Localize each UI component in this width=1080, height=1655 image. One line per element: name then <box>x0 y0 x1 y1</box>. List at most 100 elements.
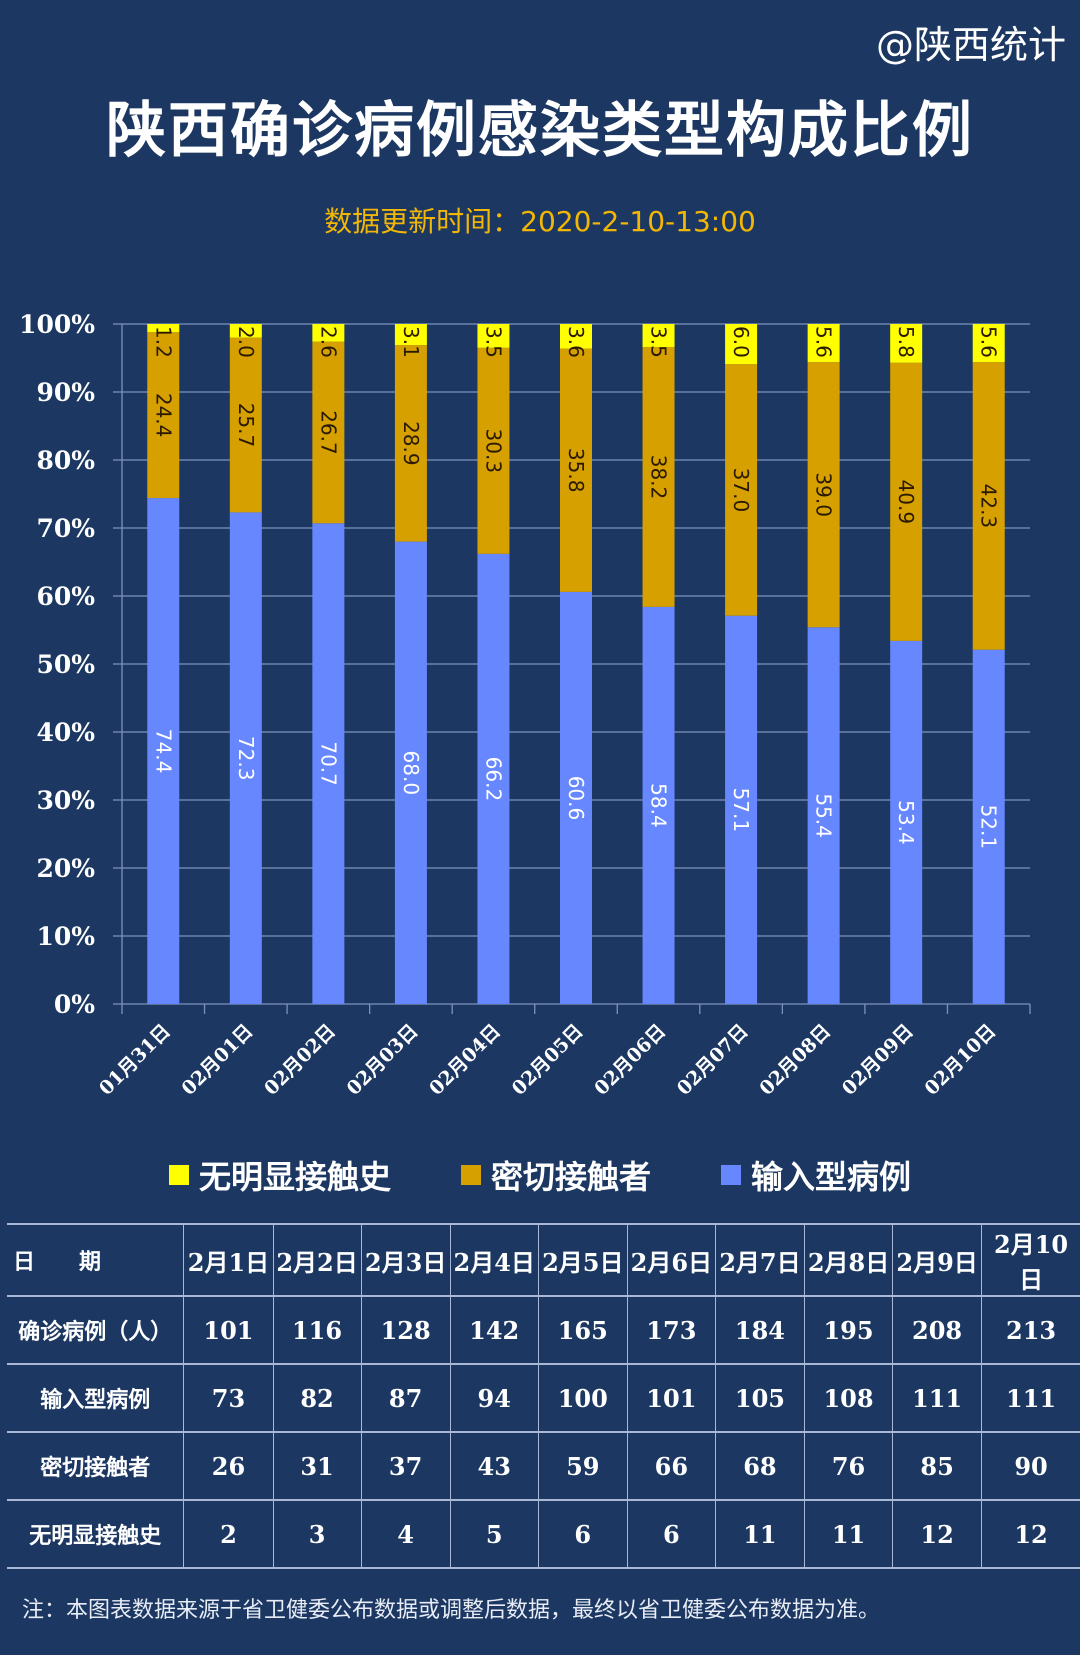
bar-segment <box>725 615 758 1004</box>
legend-swatch <box>460 1165 481 1185</box>
data-label: 70.7 <box>316 741 340 786</box>
x-tick-label: 01月31日 <box>95 1020 175 1100</box>
bar-segment <box>725 364 758 616</box>
bar-segment <box>229 337 262 513</box>
table-row: 无明显接触史 2 3 4 5 6 6 11 11 12 12 <box>7 1500 1080 1568</box>
data-label: 52.1 <box>977 805 1001 850</box>
y-tick-label: 80% <box>36 446 95 475</box>
bar-segment <box>477 553 510 1004</box>
stacked-bar-chart: 0% 10% 20% 30% 40% 50% 60% 70% 80% 90% 100% 74.4 24.… <box>19 310 1031 1100</box>
data-label: 38.2 <box>647 455 671 500</box>
table-cell: 4 <box>360 1500 451 1568</box>
bar-segment <box>642 347 675 607</box>
data-label: 42.3 <box>977 484 1001 529</box>
bar-segment <box>229 512 262 1004</box>
bar-segment <box>642 324 675 348</box>
table-cell: 2月8日 <box>803 1224 894 1296</box>
y-tick-label: 60% <box>36 582 95 611</box>
legend: 无明显接触史 密切接触者 输入型病例 <box>0 1152 1080 1198</box>
table-cell: 76 <box>803 1432 894 1500</box>
data-label: 1.2 <box>151 326 175 358</box>
data-label: 2.6 <box>316 326 340 358</box>
table-cell: 12 <box>981 1500 1080 1568</box>
bar-segment <box>807 324 840 363</box>
data-label: 3.1 <box>399 326 423 358</box>
bar-segment <box>312 324 345 342</box>
row-label: 无明显接触史 <box>7 1500 185 1568</box>
data-label: 28.9 <box>399 421 423 466</box>
table-cell: 85 <box>892 1432 983 1500</box>
table-cell: 5 <box>449 1500 539 1568</box>
row-label: 日 期 <box>7 1224 185 1296</box>
data-label: 53.4 <box>894 800 918 845</box>
bar-segment <box>394 324 427 346</box>
data-label: 35.8 <box>564 448 588 493</box>
data-label: 25.7 <box>234 403 258 448</box>
table-cell: 37 <box>360 1432 451 1500</box>
table-cell: 6 <box>537 1500 628 1568</box>
table-cell: 2月6日 <box>626 1224 716 1296</box>
data-label: 68.0 <box>399 751 423 796</box>
legend-item: 密切接触者 <box>460 1152 651 1198</box>
table-cell: 2月4日 <box>449 1224 539 1296</box>
y-tick-label: 70% <box>36 514 95 543</box>
bar-segment <box>890 324 923 363</box>
table-cell: 2月10日 <box>981 1224 1080 1296</box>
update-time: 数据更新时间：2020-2-10-13:00 <box>324 205 756 238</box>
data-label: 58.4 <box>647 783 671 828</box>
data-label: 39.0 <box>812 472 836 517</box>
data-label: 26.7 <box>316 410 340 455</box>
table-cell: 94 <box>449 1364 539 1432</box>
table-cell: 2月2日 <box>272 1224 362 1296</box>
table-cell: 90 <box>981 1432 1080 1500</box>
bar-segment <box>560 324 592 349</box>
table-cell: 6 <box>626 1500 716 1568</box>
table-cell: 108 <box>803 1364 894 1432</box>
table-cell: 2 <box>183 1500 274 1568</box>
bar-segment <box>807 362 840 628</box>
bar-segment <box>972 362 1005 650</box>
bar-segment <box>394 345 427 542</box>
data-label: 24.4 <box>151 393 175 438</box>
table-cell: 101 <box>626 1364 716 1432</box>
watermark-account: @陕西统计 <box>875 23 1066 67</box>
row-label: 输入型病例 <box>7 1364 185 1432</box>
table-cell: 100 <box>537 1364 628 1432</box>
row-label: 确诊病例（人） <box>7 1296 185 1364</box>
bar-segment <box>972 324 1005 363</box>
table-cell: 66 <box>626 1432 716 1500</box>
y-tick-label: 100% <box>19 310 95 339</box>
footnote: 注：本图表数据来源于省卫健委公布数据或调整后数据，最终以省卫健委公布数据为准。 <box>22 1598 881 1623</box>
bar-segment <box>147 498 180 1004</box>
table-header-row: 日 期 2月1日 2月2日 2月3日 2月4日 2月5日 2月6日 2月7日 2月8日 2月9日 2… <box>7 1224 1080 1296</box>
x-tick-label: 02月04日 <box>425 1020 505 1100</box>
table-cell: 165 <box>537 1296 628 1364</box>
data-label: 6.0 <box>729 326 753 358</box>
legend-label: 密切接触者 <box>490 1158 651 1196</box>
data-label: 2.0 <box>234 326 258 358</box>
table-cell: 12 <box>892 1500 983 1568</box>
bar-segment <box>972 649 1005 1004</box>
table-cell: 11 <box>803 1500 894 1568</box>
bar-segment <box>890 362 923 641</box>
legend-swatch <box>168 1165 189 1185</box>
data-label: 55.4 <box>812 793 836 838</box>
table-cell: 2月1日 <box>183 1224 274 1296</box>
x-tick-label: 02月01日 <box>178 1020 258 1100</box>
table-cell: 2月5日 <box>537 1224 628 1296</box>
table-cell: 116 <box>272 1296 362 1364</box>
x-tick-label: 02月10日 <box>920 1020 1000 1100</box>
bar-segment <box>560 348 592 592</box>
table-cell: 111 <box>892 1364 983 1432</box>
bar-segment <box>477 347 510 554</box>
table-cell: 43 <box>449 1432 539 1500</box>
bar-segment <box>725 324 758 365</box>
table-row: 密切接触者 26 31 37 43 59 66 68 76 85 90 <box>7 1432 1080 1500</box>
bar-segment <box>642 606 675 1004</box>
table-cell: 208 <box>892 1296 983 1364</box>
table-cell: 195 <box>803 1296 894 1364</box>
table-cell: 2月3日 <box>360 1224 451 1296</box>
data-label: 5.8 <box>894 326 918 358</box>
legend-label: 输入型病例 <box>751 1158 912 1196</box>
table-cell: 3 <box>272 1500 362 1568</box>
